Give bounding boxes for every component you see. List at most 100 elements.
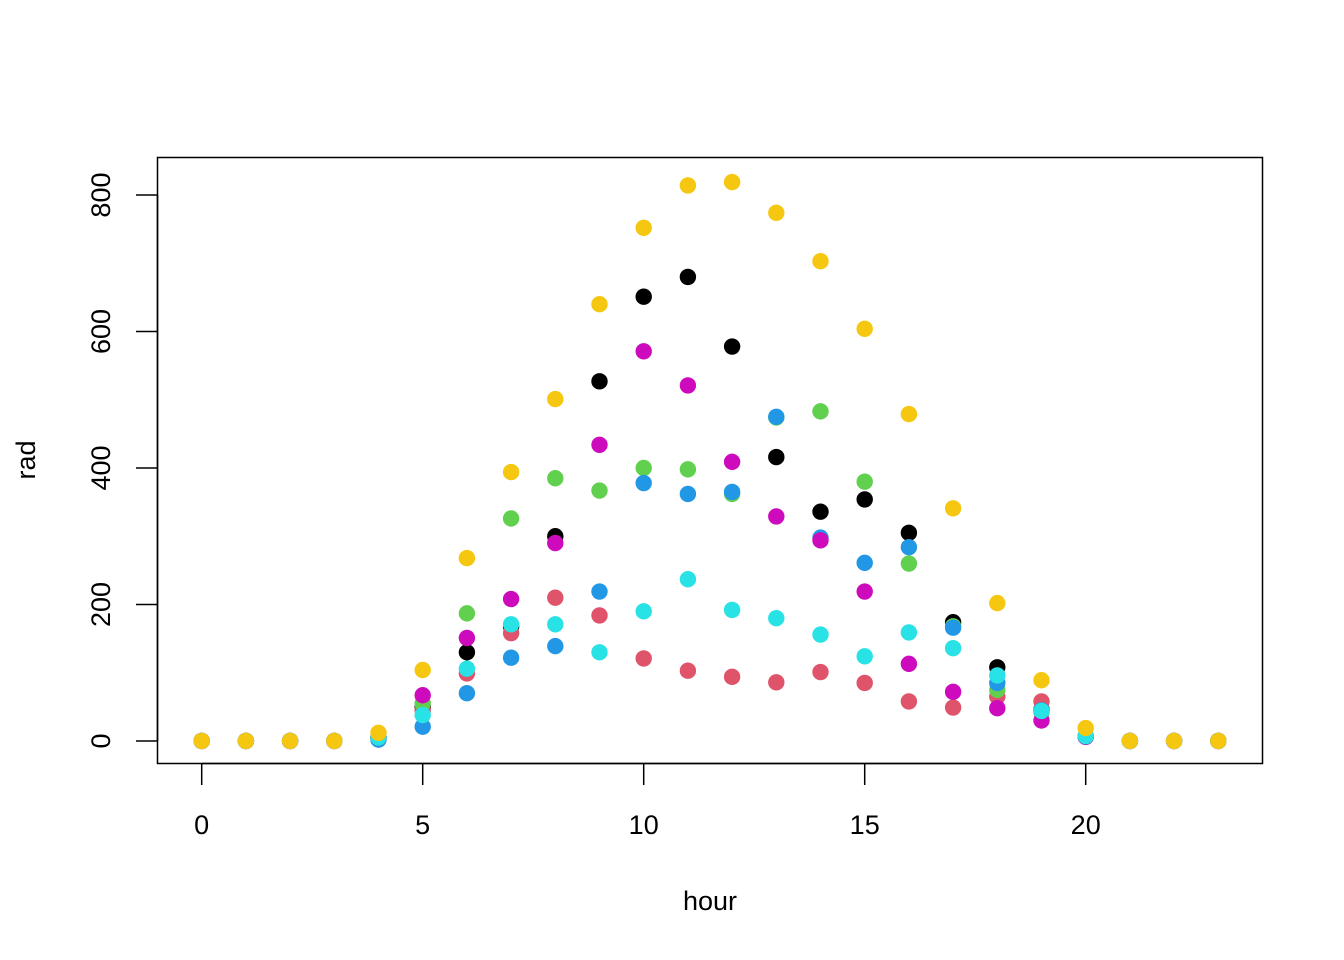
data-point: [856, 648, 873, 665]
y-tick-label: 600: [86, 309, 116, 354]
data-point: [635, 219, 652, 236]
data-point: [723, 173, 741, 191]
x-tick-label: 5: [415, 810, 430, 840]
data-point: [723, 483, 741, 501]
data-point: [723, 338, 741, 355]
data-point: [812, 663, 829, 681]
data-point: [547, 390, 564, 408]
data-point: [635, 474, 652, 492]
x-axis: 0 5 10 15 20: [194, 762, 1101, 840]
data-point: [856, 554, 873, 572]
data-point: [723, 668, 741, 686]
data-point: [237, 732, 255, 750]
data-point: [414, 718, 431, 735]
data-point: [768, 674, 785, 691]
data-point: [591, 373, 608, 390]
data-point: [502, 590, 520, 608]
data-point: [414, 687, 431, 704]
data-point: [944, 500, 962, 517]
data-point: [502, 649, 520, 666]
data-point: [458, 685, 476, 702]
data-point: [1210, 732, 1227, 750]
data-point: [944, 699, 962, 716]
data-point: [768, 204, 785, 221]
data-point: [591, 296, 608, 313]
data-point: [944, 683, 962, 701]
data-point: [547, 534, 564, 552]
data-point: [502, 463, 520, 481]
data-point: [812, 503, 829, 520]
data-point: [768, 508, 785, 525]
data-point: [635, 459, 652, 477]
data-point: [723, 453, 741, 471]
data-point: [414, 661, 431, 679]
data-point: [679, 177, 697, 194]
data-point: [679, 461, 697, 478]
data-point: [812, 403, 829, 420]
data-point: [900, 538, 918, 556]
data-point: [768, 448, 785, 466]
data-point: [502, 616, 520, 633]
x-axis-title: hour: [683, 886, 737, 916]
y-axis: 0 200 400 600 800: [86, 173, 159, 748]
data-point: [591, 436, 608, 454]
data-point: [547, 637, 564, 655]
x-tick-label: 10: [629, 810, 659, 840]
data-point: [635, 603, 652, 620]
data-point: [723, 601, 741, 619]
data-point: [591, 644, 608, 661]
data-point: [458, 605, 476, 622]
y-tick-label: 0: [86, 733, 116, 748]
data-point: [900, 693, 918, 710]
data-points: [193, 173, 1227, 750]
data-point: [502, 510, 520, 527]
series-7: [193, 173, 1227, 750]
data-point: [900, 624, 918, 641]
data-point: [768, 609, 785, 627]
data-point: [856, 583, 873, 600]
data-point: [458, 549, 476, 567]
data-point: [900, 405, 918, 423]
data-point: [458, 660, 476, 677]
data-point: [458, 629, 476, 647]
data-point: [591, 607, 608, 624]
data-point: [989, 667, 1006, 684]
data-point: [547, 616, 564, 633]
data-point: [281, 732, 299, 750]
data-point: [1033, 672, 1050, 689]
data-point: [989, 594, 1006, 612]
data-point: [856, 674, 873, 692]
data-point: [591, 482, 608, 499]
y-tick-label: 200: [86, 582, 116, 627]
data-point: [414, 706, 431, 724]
data-point: [326, 732, 343, 750]
data-point: [679, 485, 697, 503]
data-point: [900, 524, 918, 542]
data-point: [856, 320, 873, 337]
data-point: [1121, 732, 1139, 750]
data-point: [635, 288, 652, 305]
data-point: [856, 491, 873, 508]
y-tick-label: 400: [86, 445, 116, 490]
x-tick-label: 0: [194, 810, 209, 840]
data-point: [812, 626, 829, 643]
data-point: [591, 583, 608, 600]
data-point: [900, 555, 918, 572]
data-point: [547, 470, 564, 487]
data-point: [193, 732, 210, 750]
data-point: [812, 253, 829, 270]
data-point: [458, 644, 476, 661]
data-point: [679, 571, 697, 588]
data-point: [812, 532, 829, 549]
data-point: [679, 662, 697, 679]
data-point: [679, 377, 697, 394]
data-point: [370, 724, 387, 741]
y-tick-label: 800: [86, 173, 116, 218]
data-point: [679, 268, 697, 286]
data-point: [635, 343, 652, 360]
data-point: [1033, 702, 1050, 720]
data-point: [944, 639, 962, 657]
y-axis-title: rad: [11, 440, 41, 479]
